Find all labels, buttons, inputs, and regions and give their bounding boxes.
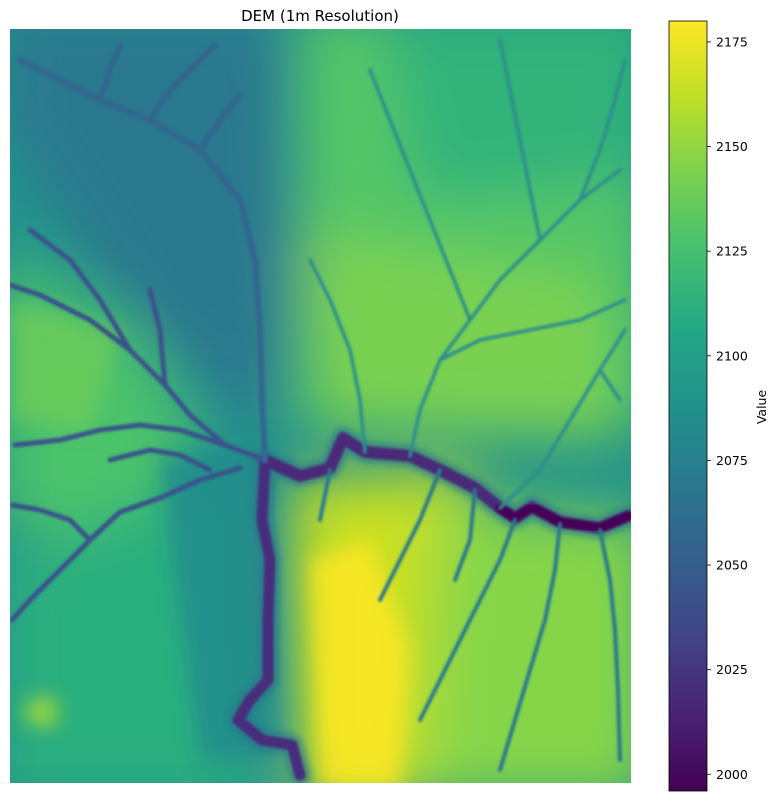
north-trib-1 xyxy=(408,168,622,458)
northern-tributaries xyxy=(308,38,627,510)
south-trib-1 xyxy=(418,518,517,722)
west-trib-4 xyxy=(107,447,213,473)
colorbar-gradient xyxy=(668,20,708,792)
northwest-lowland xyxy=(10,29,300,430)
north-trib-8 xyxy=(598,368,622,402)
west-trib-3 xyxy=(10,465,243,623)
north-trib-7 xyxy=(578,58,627,202)
main-river-lowest-reach xyxy=(495,502,631,533)
southwest-knoll xyxy=(26,698,58,726)
south-trib-2 xyxy=(498,522,562,772)
west-trib-5 xyxy=(27,227,133,353)
colorbar-ticks: 2000 2025 2050 2075 2100 2125 2150 2175 xyxy=(707,34,748,782)
colorbar-tick-label: 2050 xyxy=(716,558,748,573)
north-branch-1 xyxy=(147,42,218,123)
north-trib-6 xyxy=(498,38,542,242)
colorbar-tick-label: 2000 xyxy=(716,767,748,782)
north-branch-2 xyxy=(97,42,123,103)
west-valley-lowland xyxy=(160,440,280,760)
north-edge-upland xyxy=(384,29,631,200)
west-trib-6 xyxy=(147,287,168,388)
north-main-valley xyxy=(17,57,268,463)
south-tributary-channel xyxy=(232,454,306,781)
colorbar-tick-label: 2150 xyxy=(716,139,748,154)
south-trib-6 xyxy=(453,488,477,582)
north-trib-3 xyxy=(498,328,627,510)
elevation-details xyxy=(10,300,410,783)
colorbar-tick-label: 2175 xyxy=(716,34,748,49)
southern-tributaries xyxy=(318,468,622,772)
colorbar-tick-label: 2025 xyxy=(716,662,748,677)
north-trib-2 xyxy=(308,258,367,454)
southeast-flank xyxy=(421,500,631,783)
colorbar-label: Value xyxy=(754,390,769,425)
north-branch-3 xyxy=(197,92,243,153)
south-ridge-peak xyxy=(310,540,410,783)
west-trib-7 xyxy=(10,502,93,543)
south-trib-3 xyxy=(598,528,622,762)
colorbar-tick-label: 2125 xyxy=(716,244,748,259)
west-bench xyxy=(10,300,120,430)
north-trib-5 xyxy=(368,68,472,322)
colorbar-tick-label: 2075 xyxy=(716,453,748,468)
west-trib-1 xyxy=(10,282,268,463)
south-trib-4 xyxy=(378,468,442,602)
western-tributaries xyxy=(10,227,268,623)
colorbar: 2000 2025 2050 2075 2100 2125 2150 2175 Value xyxy=(668,20,769,792)
north-trib-4 xyxy=(438,298,627,362)
north-channels xyxy=(17,42,268,463)
west-trib-2 xyxy=(12,422,228,448)
south-trib-5 xyxy=(318,468,332,522)
colorbar-tick-label: 2100 xyxy=(716,348,748,363)
dem-raster xyxy=(10,29,631,783)
drainage-network xyxy=(10,38,631,783)
chart-title: DEM (1m Resolution) xyxy=(241,7,399,25)
